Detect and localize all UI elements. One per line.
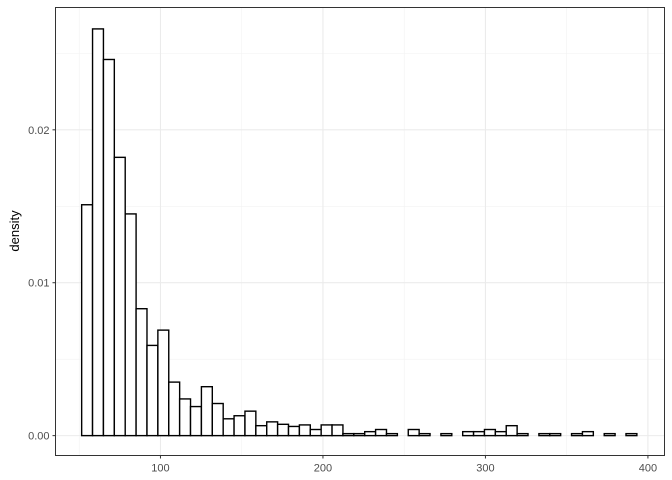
histogram-bar (353, 432, 366, 437)
y-axis-label: density (7, 210, 22, 252)
histogram-bar (80, 204, 94, 437)
x-axis: 100 200 300 400 (151, 455, 657, 475)
histogram-bar (374, 428, 388, 437)
histogram-bar (113, 156, 126, 437)
histogram-bar (570, 432, 584, 437)
histogram-bar (135, 308, 148, 437)
histogram-bar (178, 398, 192, 437)
histogram-bar (276, 423, 290, 437)
histogram-bar (320, 424, 333, 437)
histogram-bar (461, 430, 475, 437)
histogram-bar (222, 418, 235, 437)
histogram-bar (549, 432, 562, 437)
histogram-bar (516, 432, 529, 437)
histogram-bar (483, 428, 497, 437)
histogram-bar (418, 432, 431, 437)
histogram-bar (146, 344, 159, 437)
histogram-bar (189, 405, 203, 437)
histogram-bar (472, 430, 486, 437)
histogram-bar (233, 415, 246, 437)
x-tick-label: 300 (476, 463, 494, 475)
histogram-bar (255, 424, 268, 437)
x-tick-label: 100 (151, 463, 169, 475)
histogram-bar (91, 28, 105, 437)
histogram-bar (505, 424, 518, 437)
histogram-bar (494, 430, 507, 437)
histogram-bar (538, 432, 551, 437)
histogram-bar (298, 424, 311, 437)
histogram-bar (157, 329, 170, 437)
histogram-bar (124, 213, 137, 437)
histogram-bar (364, 430, 377, 437)
histogram-bar (287, 425, 301, 437)
histogram-bar (211, 402, 224, 437)
histogram-bar (168, 381, 181, 437)
histogram-bar (102, 58, 116, 437)
x-tick-label: 200 (314, 463, 332, 475)
histogram-bar (581, 430, 595, 437)
histogram-bars (80, 28, 638, 437)
y-tick-label: 0.01 (28, 278, 49, 290)
panel-border (55, 7, 665, 456)
histogram-bar (385, 432, 399, 437)
histogram-bar (440, 432, 453, 437)
histogram-bar (603, 432, 616, 437)
histogram-bar (200, 385, 213, 437)
histogram-bar (342, 432, 355, 437)
y-tick-label: 0.02 (28, 125, 49, 137)
histogram-bar (309, 428, 322, 437)
y-tick-label: 0.00 (28, 431, 49, 443)
histogram-bar (244, 410, 257, 437)
histogram-bar (407, 428, 420, 437)
histogram-bar (266, 421, 279, 437)
x-tick-label: 400 (639, 463, 657, 475)
y-axis: 0.00 0.01 0.02 (28, 125, 56, 443)
histogram-bar (625, 432, 638, 437)
histogram-bar (331, 424, 344, 437)
